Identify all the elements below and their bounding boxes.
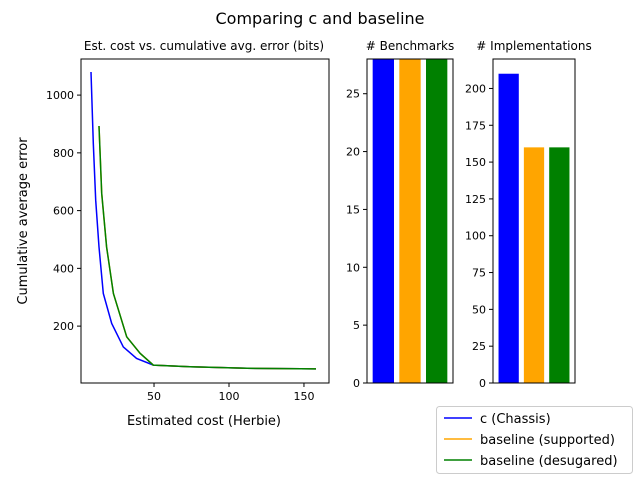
y-axis-label: Cumulative average error xyxy=(16,137,31,305)
line-chart: Est. cost vs. cumulative avg. error (bit… xyxy=(16,39,330,429)
y-tick-label: 0 xyxy=(353,377,360,390)
y-tick-label: 10 xyxy=(346,261,360,274)
suptitle: Comparing c and baseline xyxy=(216,9,425,28)
x-tick-label: 100 xyxy=(218,390,239,403)
x-axis-label: Estimated cost (Herbie) xyxy=(127,414,281,429)
y-tick-label: 15 xyxy=(346,203,360,216)
y-tick-label: 400 xyxy=(53,262,74,275)
implementations-chart: # Implementations 0 25 50 75 100 125 150 175 200 xyxy=(465,39,592,390)
benchmarks-title: # Benchmarks xyxy=(366,39,454,53)
legend: c (Chassis) baseline (supported) baselin… xyxy=(436,406,633,474)
bar-0 xyxy=(372,59,394,383)
legend-label-desugared: baseline (desugared) xyxy=(480,454,618,469)
bar-0 xyxy=(498,73,519,384)
legend-label-c: c (Chassis) xyxy=(480,412,551,427)
legend-box xyxy=(436,406,633,474)
y-tick-label: 800 xyxy=(53,147,74,160)
implementations-axes-frame xyxy=(492,58,576,384)
y-tick-label: 125 xyxy=(465,193,486,206)
y-tick-label: 50 xyxy=(472,303,486,316)
y-tick-label: 200 xyxy=(465,82,486,95)
line-chart-title: Est. cost vs. cumulative avg. error (bit… xyxy=(84,39,324,53)
y-tick-label: 75 xyxy=(472,267,486,280)
y-tick-label: 20 xyxy=(346,146,360,159)
x-tick-label: 50 xyxy=(147,390,161,403)
bar-1 xyxy=(399,59,421,383)
implementations-title: # Implementations xyxy=(476,39,591,53)
series-line-2 xyxy=(98,125,317,370)
y-tick-label: 25 xyxy=(472,340,486,353)
x-tick-label: 150 xyxy=(293,390,314,403)
bar-2 xyxy=(426,59,448,383)
line-axes-frame xyxy=(80,58,330,384)
y-tick-label: 1000 xyxy=(46,89,74,102)
legend-label-supported: baseline (supported) xyxy=(480,433,615,448)
y-tick-label: 200 xyxy=(53,320,74,333)
y-tick-label: 100 xyxy=(465,230,486,243)
y-tick-label: 175 xyxy=(465,119,486,132)
line-plot-area: 50 100 150 200 400 600 800 1000 xyxy=(46,71,317,403)
benchmarks-axes-frame xyxy=(366,58,454,384)
benchmarks-chart: # Benchmarks 0 5 10 15 20 25 xyxy=(346,39,454,390)
y-tick-label: 0 xyxy=(479,377,486,390)
implementations-plot-area: 0 25 50 75 100 125 150 175 200 xyxy=(465,73,570,390)
series-line-1 xyxy=(98,125,317,370)
y-tick-label: 150 xyxy=(465,156,486,169)
benchmarks-plot-area: 0 5 10 15 20 25 xyxy=(346,59,448,390)
series-line-0 xyxy=(90,71,317,370)
y-tick-label: 25 xyxy=(346,88,360,101)
bar-2 xyxy=(549,147,570,383)
y-tick-label: 600 xyxy=(53,205,74,218)
bar-1 xyxy=(523,147,545,383)
y-tick-label: 5 xyxy=(353,319,360,332)
